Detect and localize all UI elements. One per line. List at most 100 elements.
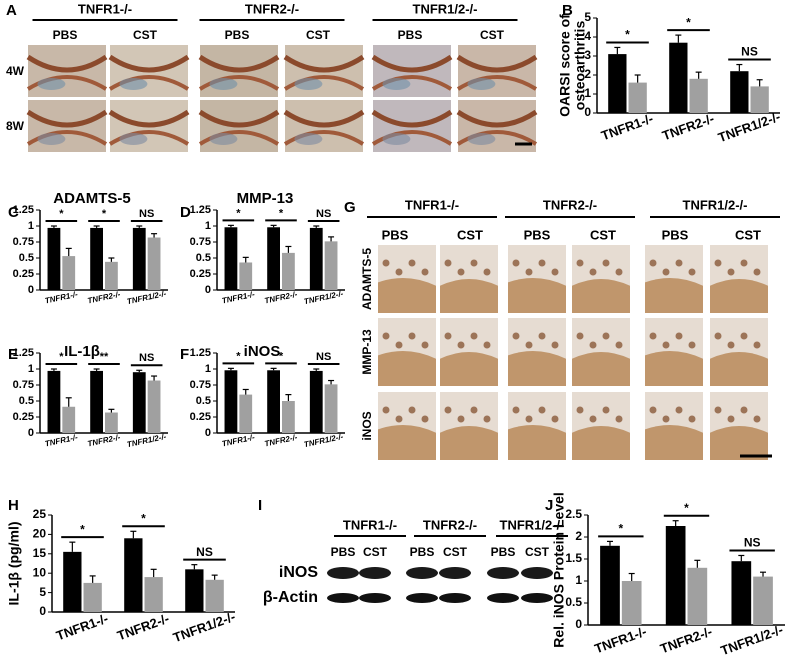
y-tick-label: 5 [584, 10, 591, 24]
significance-label: * [279, 350, 284, 362]
ihc-cell [589, 341, 597, 349]
panel-letter: A [6, 2, 17, 19]
tissue-section [371, 75, 453, 91]
significance-label: * [279, 207, 284, 219]
tissue-section [119, 78, 148, 90]
panel-letter: C [8, 204, 19, 221]
bar [147, 380, 161, 433]
tissue-section [456, 75, 538, 91]
x-tick-label: TNFR2-/- [87, 433, 122, 449]
ihc-stain [645, 278, 703, 313]
group-header: TNFR2-/- [423, 517, 477, 532]
y-tick-label: 15 [33, 546, 47, 560]
tissue-section [294, 133, 323, 145]
bar [105, 261, 118, 290]
tissue-section [456, 109, 538, 128]
tissue-section [456, 130, 538, 146]
condition-label: CST [480, 28, 505, 42]
tissue-section [283, 75, 365, 91]
x-tick-label: TNFR2-/- [660, 111, 716, 144]
panel-letter: I [258, 497, 262, 514]
ihc-cell [727, 341, 735, 349]
group-header: TNFR1/2-/- [683, 197, 748, 212]
y-tick-label: 0.75 [190, 236, 211, 248]
y-tick-label: 1.5 [565, 551, 582, 565]
ihc-cell [382, 259, 390, 267]
ihc-cell [538, 406, 546, 414]
significance-label: NS [139, 208, 154, 220]
group-header: TNFR1/2-/- [500, 517, 565, 532]
significance-label: * [59, 208, 64, 220]
y-axis-label: Rel. iNOS Protein Level [551, 492, 567, 648]
ihc-cell [740, 332, 748, 340]
ihc-stain [710, 352, 768, 386]
ihc-cell [576, 406, 584, 414]
tissue-section [198, 75, 280, 91]
condition-label: PBS [53, 28, 78, 42]
tissue-section [283, 109, 365, 128]
tissue-section [198, 130, 280, 146]
group-header: TNFR1-/- [343, 517, 397, 532]
tissue-section [26, 109, 108, 128]
ihc-cell [675, 332, 683, 340]
bar [309, 370, 323, 433]
significance-label: * [236, 207, 241, 219]
group-header: TNFR1-/- [78, 1, 132, 16]
ihc-cell [538, 332, 546, 340]
condition-label: PBS [331, 545, 356, 559]
group-header: TNFR2-/- [543, 197, 597, 212]
y-tick-label: 0 [584, 105, 591, 119]
y-tick-label: 0.75 [13, 236, 34, 248]
y-tick-label: 0.25 [13, 411, 34, 423]
ihc-cell [551, 341, 559, 349]
bar [47, 227, 61, 290]
y-axis-label: IL-1β (pg/ml) [6, 522, 22, 606]
significance-label: NS [316, 208, 331, 220]
condition-label: CST [457, 227, 483, 242]
ihc-cell [675, 259, 683, 267]
tissue-section [283, 54, 365, 73]
ihc-cell [688, 341, 696, 349]
x-tick-label: TNFR1/2-/- [303, 432, 344, 449]
condition-label: CST [363, 545, 388, 559]
ihc-cell [457, 268, 465, 276]
ihc-cell [576, 259, 584, 267]
blot-band [521, 567, 553, 579]
significance-label: NS [741, 45, 758, 59]
panel-letter: D [180, 204, 191, 221]
condition-label: PBS [382, 227, 409, 242]
blot-band [359, 593, 391, 603]
ihc-cell [395, 415, 403, 423]
ihc-stain [378, 278, 436, 313]
ihc-cell [615, 268, 623, 276]
bar [324, 241, 338, 290]
y-tick-label: 25 [33, 507, 47, 521]
ihc-stain [572, 426, 630, 460]
tissue-section [371, 54, 453, 73]
tissue-section [108, 75, 190, 91]
x-tick-label: TNFR1-/- [592, 624, 648, 657]
x-tick-label: TNFR1-/- [44, 433, 79, 449]
significance-label: NS [316, 351, 331, 363]
bar [205, 579, 224, 612]
significance-label: * [102, 208, 107, 220]
ihc-cell [662, 268, 670, 276]
tissue-section [26, 54, 108, 73]
x-tick-label: TNFR1-/- [54, 611, 110, 644]
ihc-cell [551, 268, 559, 276]
condition-label: CST [443, 545, 468, 559]
condition-label: CST [133, 28, 158, 42]
ihc-cell [589, 268, 597, 276]
y-tick-label: 1 [575, 573, 582, 587]
tissue-section [467, 78, 496, 90]
ihc-cell [395, 268, 403, 276]
significance-label: NS [139, 352, 154, 364]
bar [282, 401, 295, 433]
panel-letter: E [8, 346, 18, 363]
x-tick-label: TNFR1/2-/- [719, 622, 785, 658]
row-label: ADAMTS-5 [360, 248, 374, 310]
tissue-section [198, 109, 280, 128]
ihc-stain [508, 425, 566, 460]
significance-label: * [625, 28, 630, 42]
